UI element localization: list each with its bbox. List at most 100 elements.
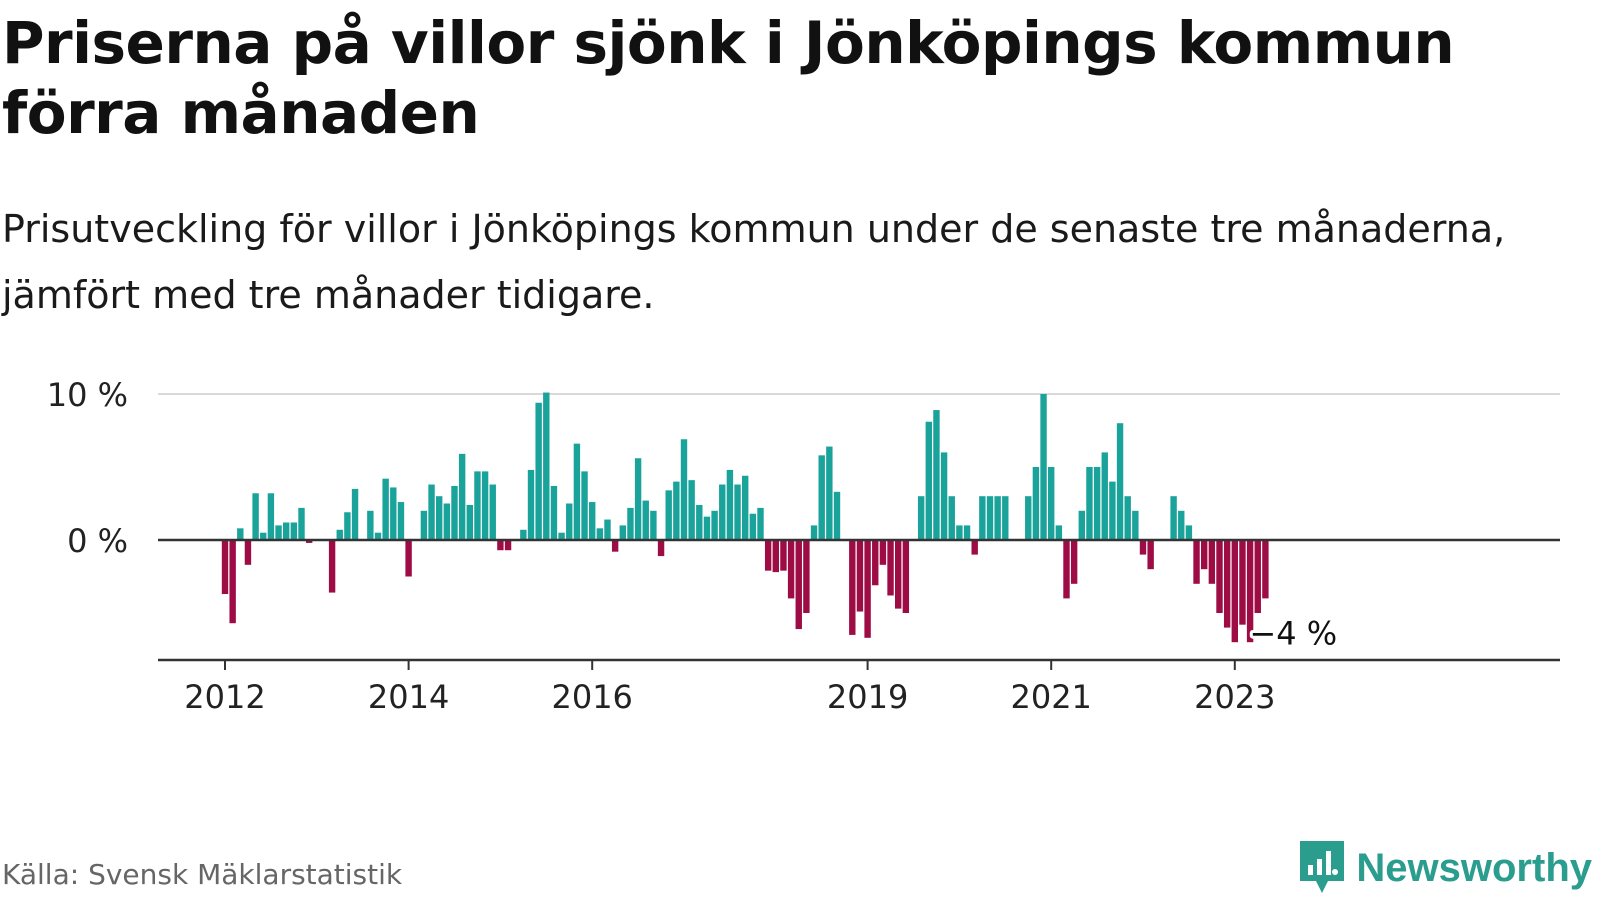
bar-positive	[979, 496, 986, 540]
bar-positive	[604, 519, 611, 540]
bar-positive	[688, 480, 695, 540]
bar-positive	[1109, 481, 1116, 540]
bar-positive	[917, 496, 925, 540]
bar-positive	[1032, 467, 1040, 540]
x-tick-label: 2014	[368, 678, 449, 716]
bar-positive	[390, 487, 397, 540]
bar-positive	[252, 493, 259, 540]
bar-negative	[1216, 540, 1223, 613]
bar-positive	[1093, 467, 1101, 540]
bar-negative	[1193, 540, 1200, 584]
bar-positive	[711, 510, 718, 540]
bar-positive	[650, 510, 657, 540]
bar-positive	[757, 507, 764, 540]
latest-value-label: −4 %	[1249, 614, 1337, 652]
bar-negative	[497, 540, 504, 551]
y-tick-label: 10 %	[47, 376, 128, 414]
bar-negative	[872, 540, 879, 586]
bar-negative	[504, 540, 512, 551]
bar-negative	[780, 540, 787, 571]
bar-negative	[405, 540, 412, 577]
bar-positive	[1178, 510, 1185, 540]
bar-positive	[1116, 423, 1124, 540]
bar-positive	[810, 525, 818, 540]
y-tick-label: 0 %	[67, 522, 128, 560]
bar-negative	[611, 540, 619, 552]
x-tick-label: 2023	[1194, 678, 1275, 716]
bar-positive	[734, 484, 741, 540]
bar-positive	[1101, 452, 1108, 540]
bar-positive	[527, 469, 535, 540]
bar-negative	[887, 540, 894, 596]
bar-positive	[1078, 510, 1085, 540]
bar-positive	[1048, 467, 1055, 540]
bar-positive	[397, 502, 405, 540]
bar-positive	[260, 532, 267, 540]
bar-positive	[336, 529, 343, 540]
bar-positive	[451, 485, 458, 540]
bar-positive	[566, 503, 573, 540]
bar-positive	[374, 532, 382, 540]
bar-positive	[665, 490, 672, 540]
bar-positive	[948, 496, 955, 540]
bar-positive	[696, 504, 703, 540]
bar-positive	[543, 392, 550, 540]
bar-chart: 0 % 10 % 2012 2014 2016 2019 2021 2023 −4 %	[47, 376, 1560, 716]
bar-positive	[520, 529, 527, 540]
bar-positive	[1124, 496, 1131, 540]
bar-positive	[466, 504, 473, 540]
newsworthy-logo-icon	[1300, 841, 1345, 893]
bar-positive	[458, 453, 466, 540]
bar-negative	[1208, 540, 1216, 584]
bar-negative	[895, 540, 902, 609]
bar-positive	[673, 481, 680, 540]
bar-positive	[994, 496, 1001, 540]
bar-positive	[719, 484, 726, 540]
bar-positive	[237, 528, 244, 540]
bar-negative	[879, 540, 887, 565]
bar-positive	[275, 525, 282, 540]
x-tick-label: 2012	[184, 678, 265, 716]
x-tick-label: 2019	[827, 678, 908, 716]
bar-positive	[925, 421, 932, 540]
bar-positive	[627, 507, 634, 540]
bar-positive	[589, 502, 596, 540]
bar-negative	[803, 540, 810, 613]
bar-negative	[305, 540, 313, 543]
bar-positive	[596, 528, 604, 540]
source-note: Källa: Svensk Mäklarstatistik	[2, 858, 403, 891]
bar-positive	[382, 478, 389, 540]
bar-positive	[481, 471, 489, 540]
bar-positive	[619, 525, 626, 540]
bar-positive	[956, 525, 963, 540]
bar-positive	[1086, 467, 1093, 540]
bar-positive	[290, 522, 298, 540]
bar-positive	[1025, 496, 1032, 540]
bar-positive	[749, 513, 757, 540]
bar-negative	[795, 540, 802, 630]
bar-positive	[726, 469, 734, 540]
bar-negative	[902, 540, 910, 613]
bar-negative	[1147, 540, 1154, 570]
bar-positive	[1040, 394, 1047, 540]
bar-positive	[940, 452, 948, 540]
bar-positive	[1002, 496, 1009, 540]
bar-negative	[1070, 540, 1078, 584]
bar-positive	[581, 471, 588, 540]
bar-positive	[367, 510, 374, 540]
bar-positive	[986, 496, 994, 540]
bar-positive	[634, 458, 642, 540]
bar-positive	[298, 507, 305, 540]
bar-positive	[535, 402, 542, 540]
newsworthy-logo-text: Newsworthy	[1356, 845, 1592, 890]
bar-negative	[764, 540, 772, 571]
bar-negative	[221, 540, 229, 595]
bar-negative	[657, 540, 665, 557]
bar-positive	[573, 443, 581, 540]
bar-negative	[1231, 540, 1238, 643]
bar-negative	[849, 540, 856, 635]
bar-positive	[489, 484, 496, 540]
bar-positive	[344, 512, 351, 540]
bar-positive	[642, 500, 649, 540]
bar-positive	[963, 525, 971, 540]
